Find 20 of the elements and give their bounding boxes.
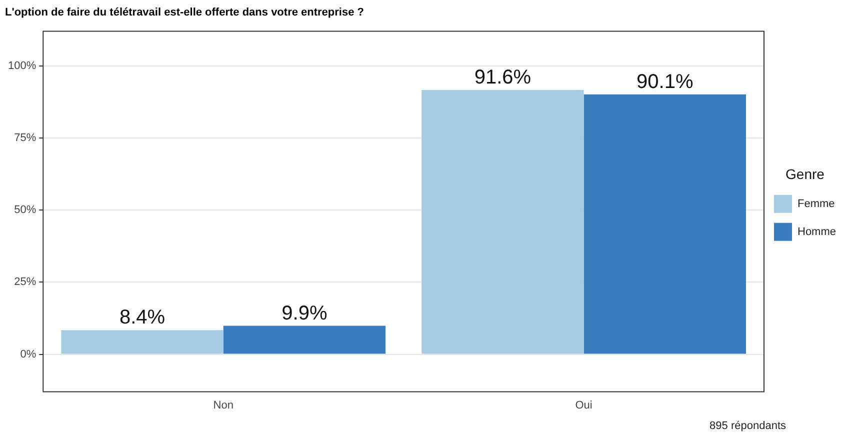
y-tick-label: 25% (14, 276, 36, 288)
legend-label: Homme (797, 226, 836, 238)
data-label: 8.4% (119, 306, 166, 329)
y-tick-label: 100% (8, 60, 36, 72)
bar (223, 326, 386, 354)
bar (584, 94, 746, 354)
x-tick-label: Oui (575, 399, 592, 412)
bar (422, 90, 584, 354)
y-tick-label: 75% (14, 132, 36, 144)
data-label: 9.9% (282, 302, 328, 324)
bar (61, 330, 224, 354)
text: 895 répondants (710, 420, 786, 432)
legend-title: Genre (786, 166, 825, 182)
y-tick-label: 0% (20, 348, 36, 360)
data-label: 91.6% (474, 66, 532, 89)
data-label: 90.1% (636, 70, 694, 93)
legend-label: Femme (797, 198, 835, 210)
x-tick-label: Non (213, 399, 234, 412)
chart-title: L'option de faire du télétravail est-elle offerte dans votre entreprise ? (5, 6, 364, 19)
y-tick-label: 50% (14, 204, 36, 216)
